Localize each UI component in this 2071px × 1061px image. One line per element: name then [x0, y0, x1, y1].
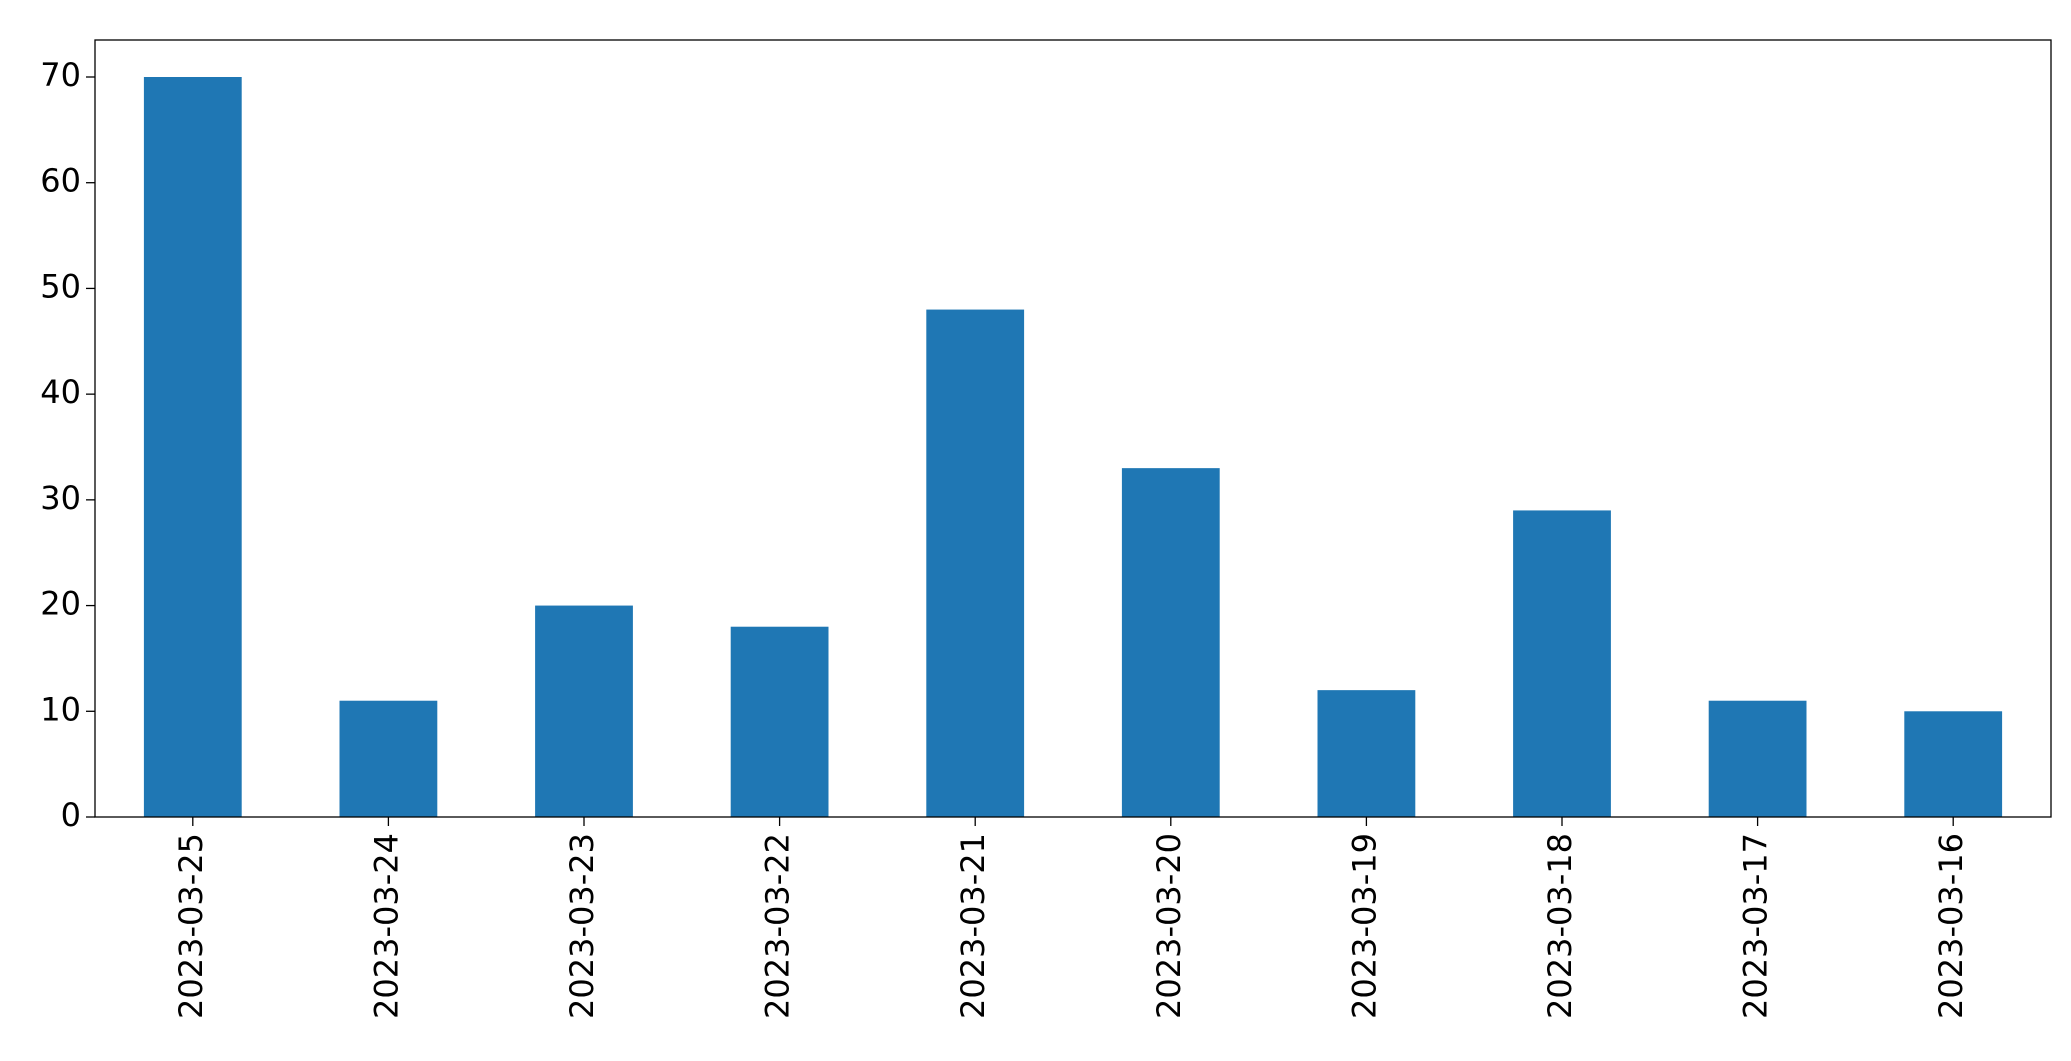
bar [1513, 510, 1611, 817]
y-tick-label: 30 [40, 479, 81, 517]
x-tick-label: 2023-03-17 [1737, 833, 1775, 1019]
y-tick-label: 20 [40, 585, 81, 623]
x-tick-label: 2023-03-19 [1345, 833, 1383, 1019]
x-tick-label: 2023-03-22 [759, 833, 797, 1019]
bar [730, 626, 829, 817]
x-tick-label: 2023-03-21 [954, 833, 992, 1019]
x-tick-label: 2023-03-20 [1150, 833, 1188, 1019]
bar [1317, 690, 1416, 817]
bar [535, 605, 633, 817]
x-tick-label: 2023-03-24 [367, 833, 405, 1019]
plot-frame [94, 39, 2052, 818]
x-tick-label: 2023-03-25 [172, 833, 210, 1019]
y-tick-label: 10 [40, 690, 81, 728]
bar [1904, 711, 2003, 817]
x-tick-label: 2023-03-18 [1541, 833, 1579, 1019]
x-tick-label: 2023-03-16 [1932, 833, 1970, 1019]
y-tick-label: 40 [40, 373, 81, 411]
bar [143, 77, 242, 817]
x-tick-label: 2023-03-23 [563, 833, 601, 1019]
y-tick-label: 60 [40, 162, 81, 200]
bar [339, 700, 438, 817]
y-tick-label: 0 [61, 796, 81, 834]
y-tick-label: 70 [40, 56, 81, 94]
bar [1708, 700, 1807, 817]
bar [926, 309, 1025, 817]
y-tick-label: 50 [40, 267, 81, 305]
bar [1121, 468, 1220, 817]
